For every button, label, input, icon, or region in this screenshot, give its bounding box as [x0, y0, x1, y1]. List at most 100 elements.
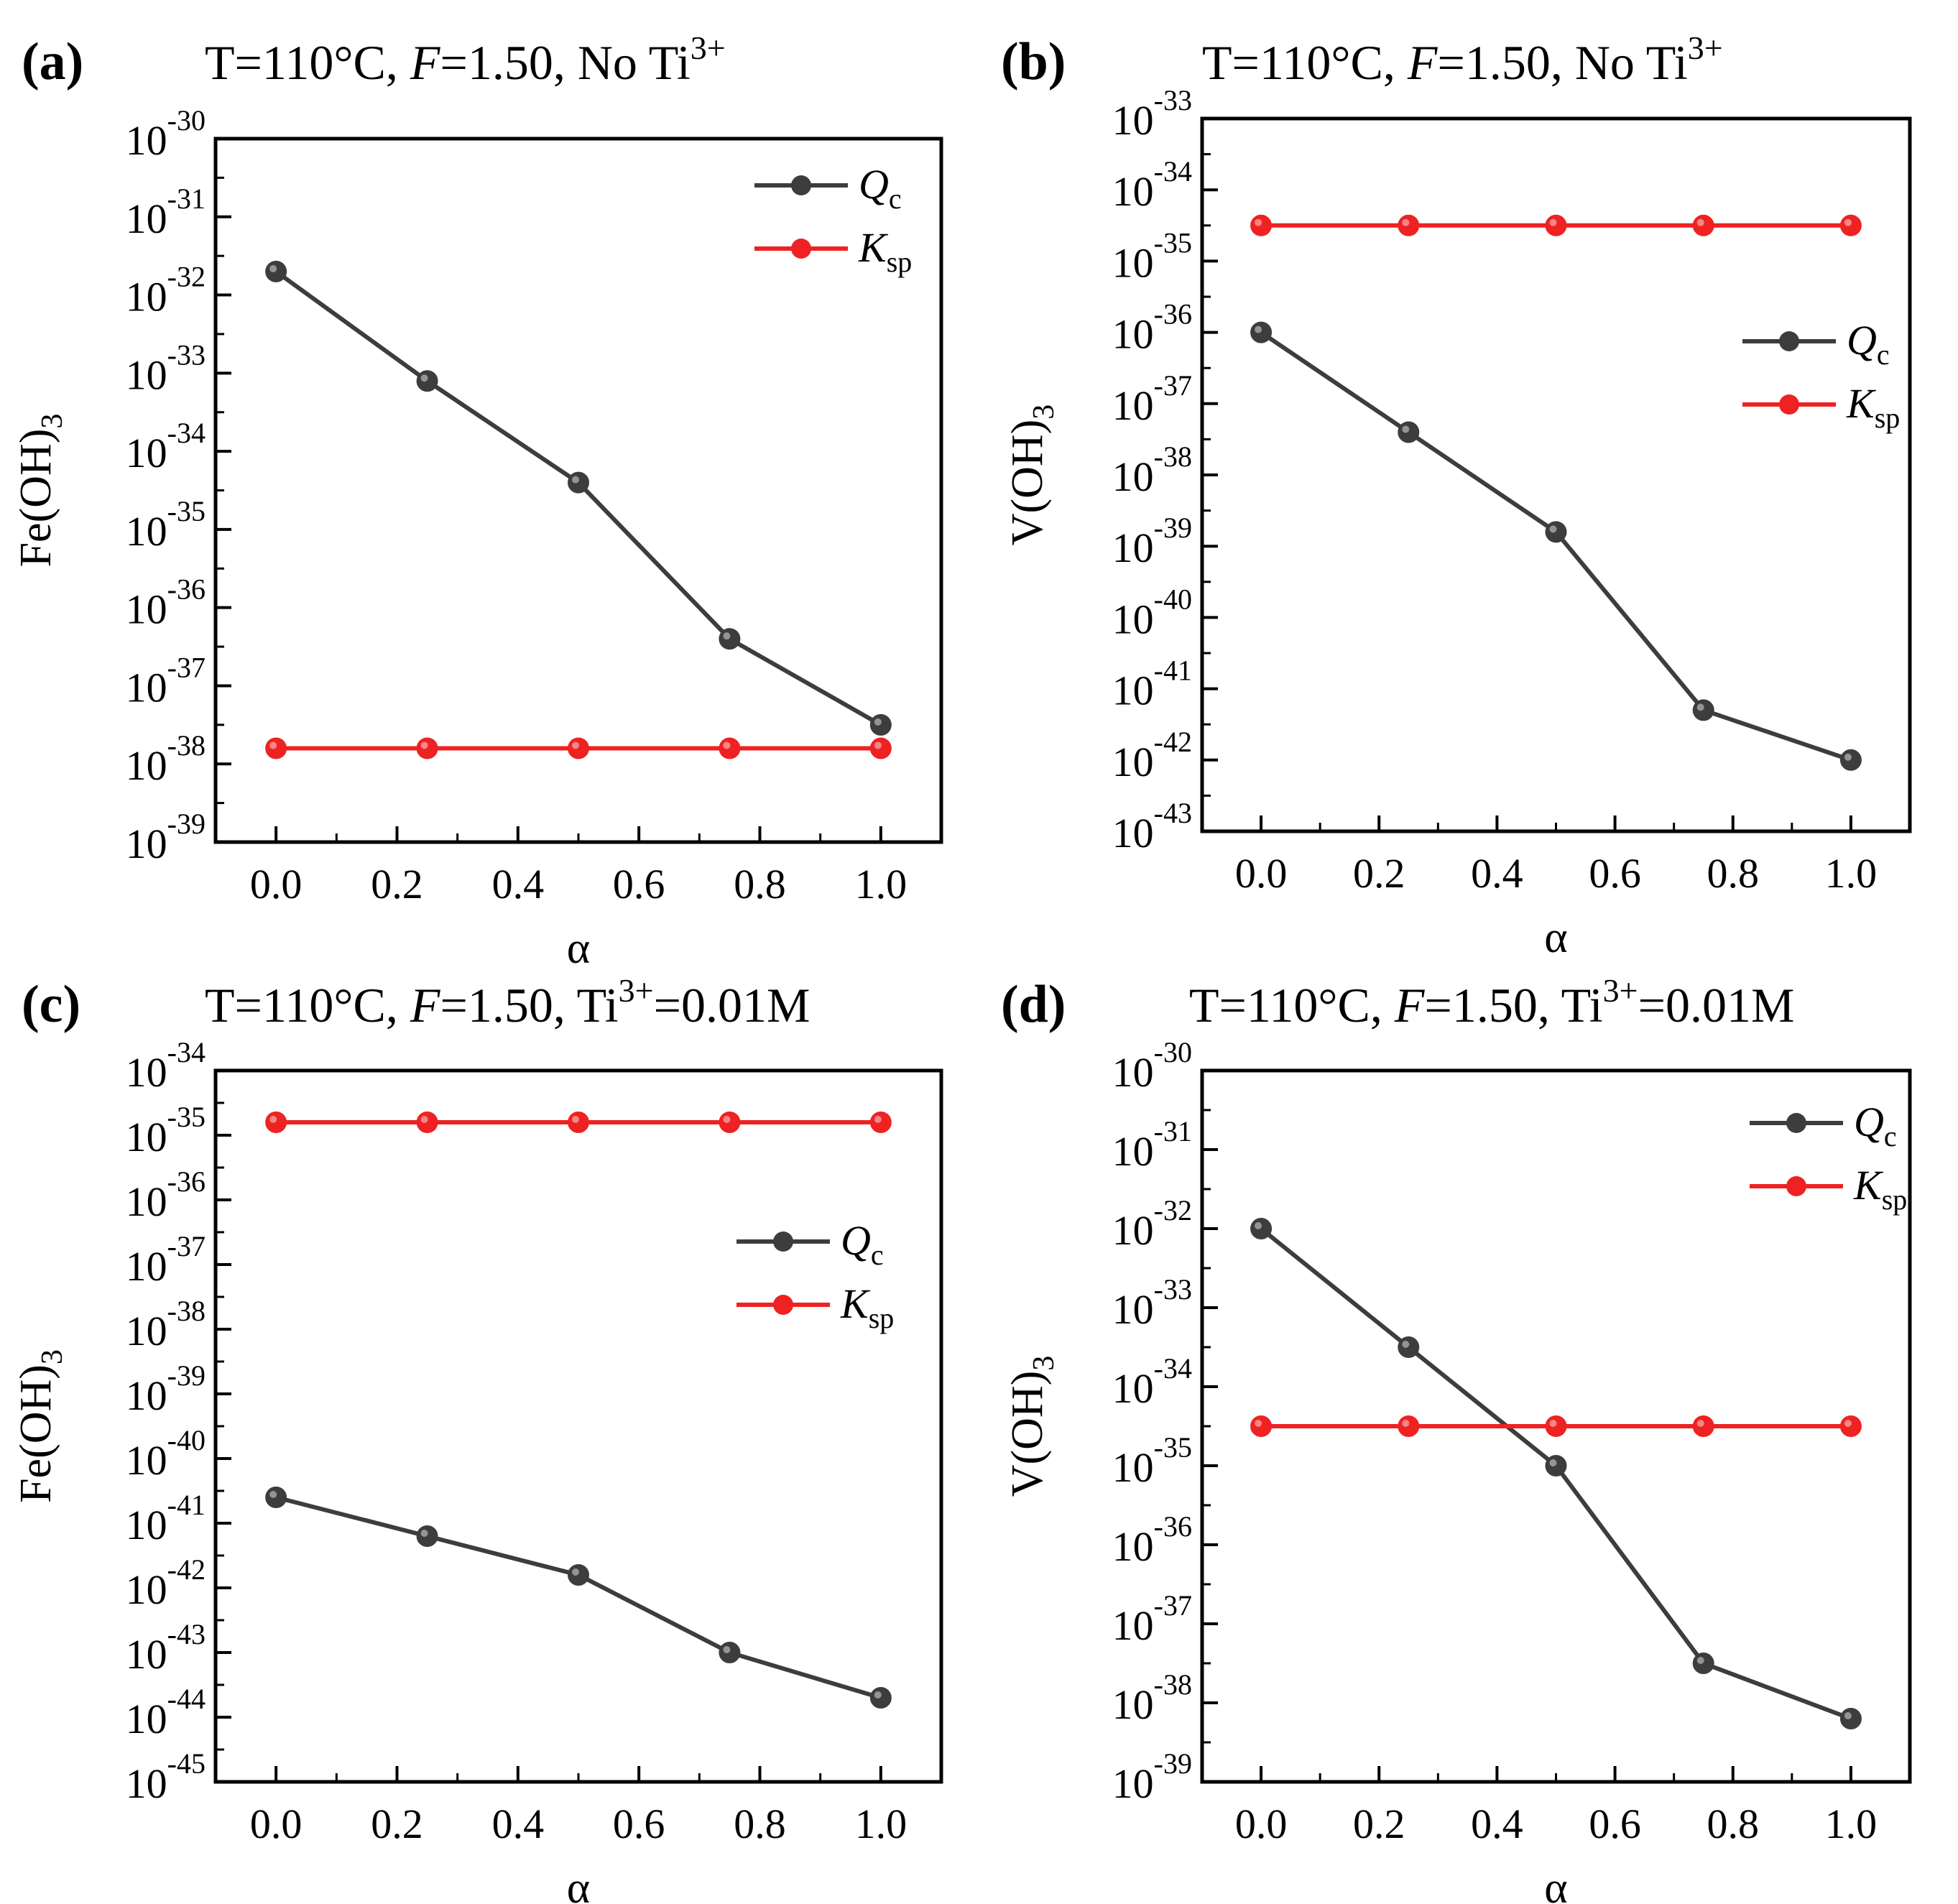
y-tick-label: 10-41 — [1112, 655, 1192, 714]
point-highlight — [1549, 525, 1557, 533]
legend-entry-qc: Qc — [1847, 317, 1890, 371]
point-highlight — [269, 264, 277, 272]
x-tick-label: 0.4 — [1471, 1801, 1523, 1847]
x-axis-label: α — [567, 924, 590, 973]
data-point-ksp — [265, 1112, 287, 1133]
y-tick-label: 10-37 — [1112, 1589, 1192, 1649]
y-tick-label: 10-39 — [126, 808, 206, 867]
chart-title: T=110°C, F=1.50, Ti3+=0.01M — [1189, 972, 1794, 1032]
data-point-qc — [416, 370, 438, 392]
y-tick-label: 10-38 — [126, 729, 206, 789]
point-highlight — [1402, 425, 1410, 433]
y-tick-label: 10-31 — [1112, 1115, 1192, 1175]
data-point-qc — [265, 260, 287, 282]
point-highlight — [1696, 1657, 1704, 1664]
point-highlight — [874, 1116, 882, 1123]
data-point-ksp — [1839, 1415, 1862, 1437]
point-highlight — [723, 1646, 731, 1653]
point-highlight — [723, 741, 731, 749]
y-tick-label: 10-42 — [126, 1553, 206, 1613]
legend-marker — [1786, 1113, 1806, 1133]
point-highlight — [1549, 1459, 1557, 1466]
point-highlight — [420, 1530, 428, 1537]
y-tick-label: 10-39 — [1112, 1747, 1192, 1807]
data-point-ksp — [416, 1112, 438, 1133]
data-point-ksp — [1250, 1415, 1273, 1437]
data-point-qc — [1692, 699, 1714, 721]
y-tick-label: 10-36 — [126, 1165, 206, 1225]
data-point-ksp — [869, 1112, 892, 1133]
x-tick-label: 0.2 — [1353, 1801, 1405, 1847]
data-point-qc — [1692, 1653, 1714, 1674]
legend: Qc Ksp — [754, 161, 912, 278]
data-point-qc — [869, 713, 892, 736]
legend-entry-ksp: Ksp — [858, 224, 912, 278]
point-highlight — [269, 1491, 277, 1498]
chart-title: T=110°C, F=1.50, Ti3+=0.01M — [205, 972, 810, 1032]
legend-entry-ksp: Ksp — [1853, 1162, 1907, 1216]
point-highlight — [572, 741, 579, 749]
y-tick-label: 10-30 — [1112, 1036, 1192, 1096]
x-tick-label: 0.0 — [1235, 1801, 1288, 1847]
point-highlight — [269, 741, 277, 749]
data-point-qc — [1250, 321, 1273, 343]
x-tick-label: 0.2 — [371, 861, 423, 907]
legend-marker — [773, 1295, 793, 1315]
data-point-qc — [1545, 521, 1567, 543]
data-point-ksp — [1398, 214, 1420, 236]
y-tick-label: 10-35 — [1112, 1431, 1192, 1491]
data-point-ksp — [719, 1112, 741, 1133]
y-tick-label: 10-36 — [126, 573, 206, 633]
point-highlight — [1402, 1420, 1410, 1427]
legend-marker — [791, 175, 811, 195]
point-highlight — [269, 1116, 277, 1123]
x-tick-label: 0.0 — [250, 861, 303, 907]
y-tick-label: 10-41 — [126, 1489, 206, 1548]
point-highlight — [572, 476, 579, 484]
data-point-ksp — [1692, 214, 1714, 236]
y-tick-label: 10-34 — [126, 417, 206, 476]
x-tick-label: 0.0 — [1235, 850, 1288, 897]
data-point-ksp — [1398, 1415, 1420, 1437]
data-point-qc — [1250, 1218, 1273, 1239]
y-tick-label: 10-44 — [126, 1683, 206, 1742]
data-point-ksp — [1545, 214, 1567, 236]
chart-panel-a: (a) T=110°C, F=1.50, No Ti3+ 10-39 10-38 10-… — [11, 29, 943, 973]
data-point-ksp — [568, 737, 589, 759]
x-tick-label: 0.8 — [734, 1801, 786, 1847]
y-tick-label: 10-39 — [1112, 512, 1192, 571]
point-highlight — [420, 1116, 428, 1123]
x-tick-label: 1.0 — [1825, 1801, 1878, 1847]
point-highlight — [1255, 1420, 1262, 1427]
chart-title: T=110°C, F=1.50, No Ti3+ — [1202, 29, 1723, 90]
y-tick-label: 10-39 — [126, 1359, 206, 1419]
data-point-qc — [416, 1525, 438, 1547]
data-point-ksp — [265, 737, 287, 759]
point-highlight — [1255, 1222, 1262, 1229]
data-point-ksp — [1692, 1415, 1714, 1437]
legend-marker — [791, 239, 811, 259]
x-tick-label: 0.6 — [613, 1801, 665, 1847]
y-axis-label: V(OH)3 — [1003, 1356, 1061, 1497]
y-axis-label: Fe(OH)3 — [11, 1349, 69, 1503]
y-tick-label: 10-37 — [1112, 369, 1192, 429]
x-tick-label: 0.2 — [1353, 850, 1405, 897]
x-tick-label: 1.0 — [855, 861, 908, 907]
y-tick-label: 10-33 — [1112, 84, 1192, 144]
legend-entry-qc: Qc — [841, 1217, 884, 1271]
series-line-qc — [275, 1495, 882, 1700]
point-highlight — [1402, 218, 1410, 226]
x-tick-label: 0.4 — [492, 1801, 545, 1847]
data-point-qc — [1398, 421, 1420, 443]
y-tick-label: 10-30 — [126, 104, 206, 164]
point-highlight — [572, 1568, 579, 1576]
y-tick-label: 10-35 — [1112, 226, 1192, 286]
data-point-qc — [1839, 749, 1862, 771]
legend-marker — [1779, 331, 1799, 351]
chart-title: T=110°C, F=1.50, No Ti3+ — [205, 29, 726, 90]
point-highlight — [723, 632, 731, 640]
legend-entry-ksp: Ksp — [1846, 380, 1900, 434]
panel-label: (a) — [22, 32, 83, 91]
data-point-qc — [265, 1487, 287, 1508]
y-tick-label: 10-38 — [1112, 440, 1192, 500]
